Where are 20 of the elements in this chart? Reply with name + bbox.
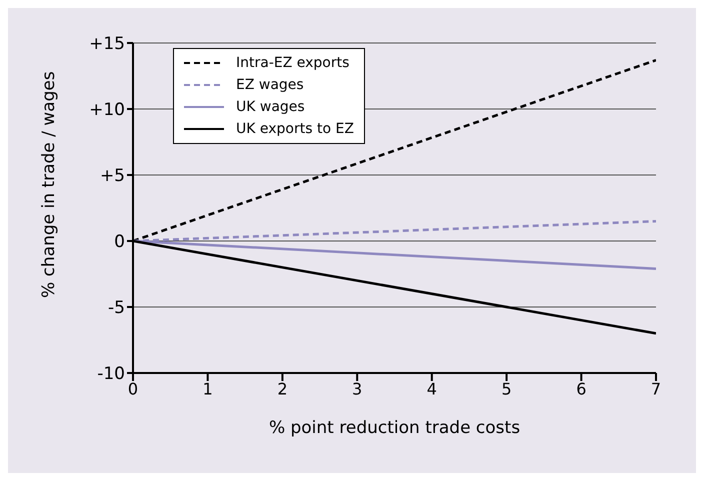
x-tick-label: 3 (352, 379, 362, 398)
x-tick-label: 1 (202, 379, 213, 398)
y-tick-label: 0 (114, 232, 125, 252)
y-tick-label: -5 (108, 298, 125, 318)
legend-label: UK exports to EZ (236, 121, 354, 137)
x-tick-label: 0 (128, 379, 138, 398)
y-tick-label: +15 (89, 34, 125, 54)
y-axis-title: % change in trade / wages (39, 71, 60, 298)
legend-label: Intra-EZ exports (236, 55, 350, 71)
y-tick-label: +10 (89, 100, 125, 120)
y-tick-label: -10 (97, 364, 125, 384)
x-tick-label: 5 (501, 379, 512, 398)
x-tick-label: 6 (576, 379, 586, 398)
x-tick-label: 7 (650, 379, 662, 398)
x-tick-label: 2 (277, 379, 288, 398)
y-tick-label: +5 (100, 166, 125, 186)
legend-label: EZ wages (236, 77, 304, 93)
x-tick-label: 4 (426, 379, 437, 398)
x-axis-title: % point reduction trade costs (268, 418, 520, 438)
legend-label: UK wages (236, 99, 305, 115)
